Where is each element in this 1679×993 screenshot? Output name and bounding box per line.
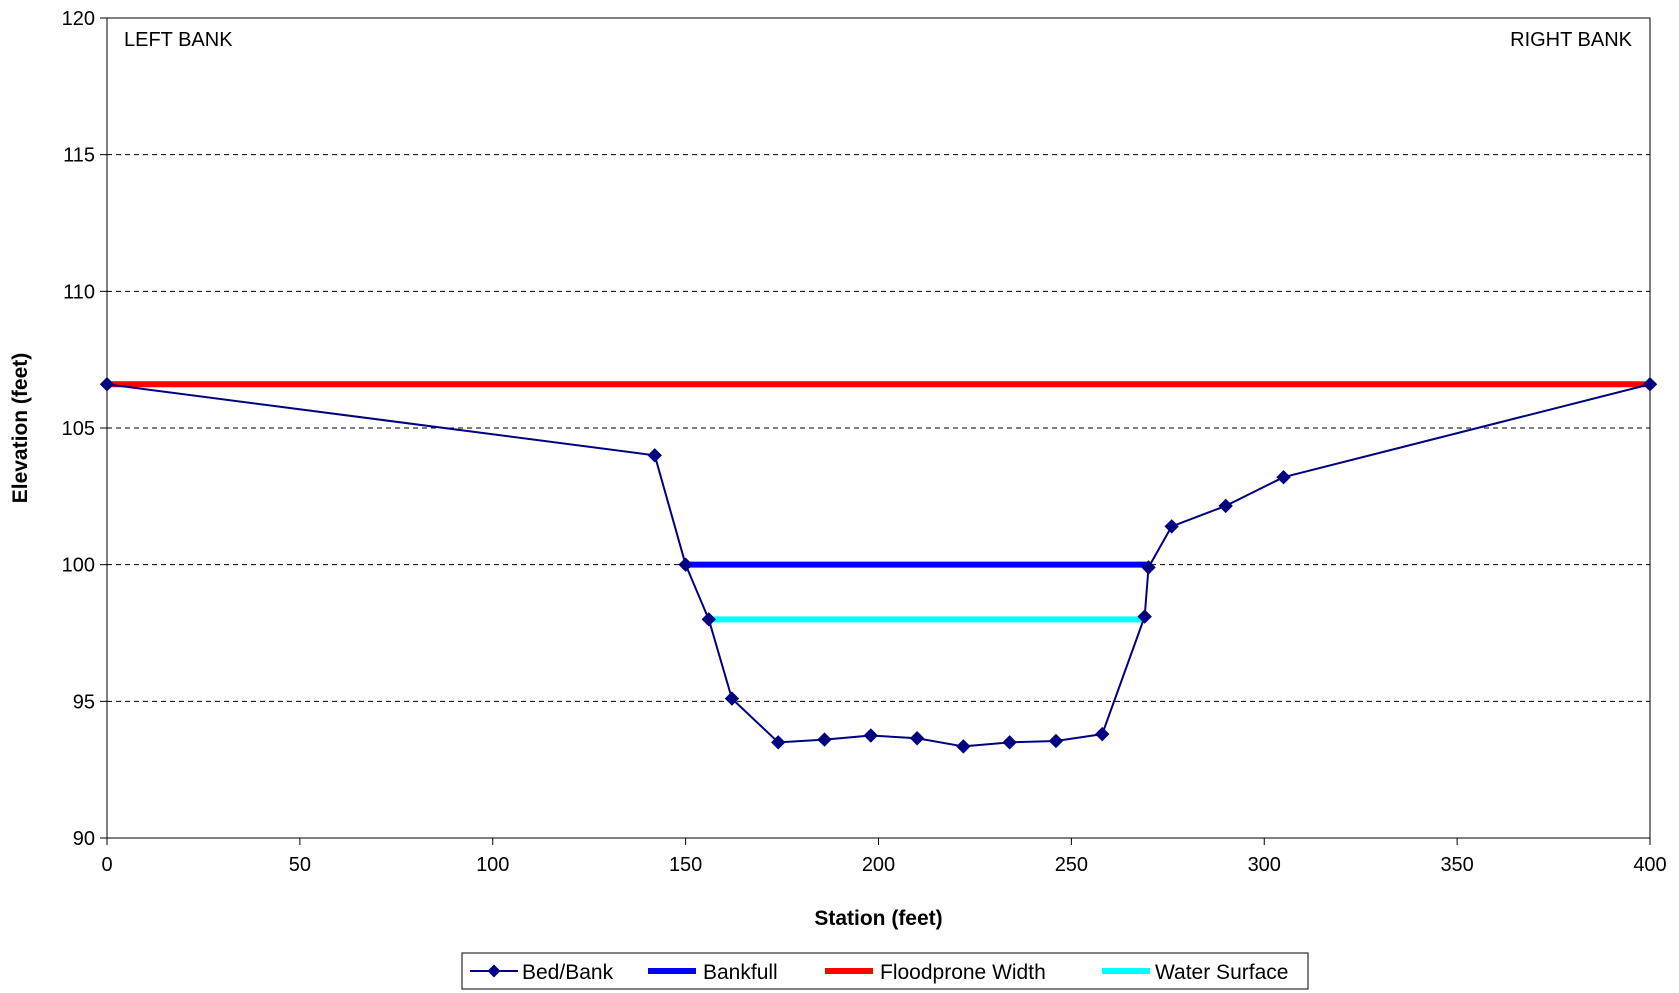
y-axis-title: Elevation (feet) <box>9 353 32 504</box>
legend-box <box>461 952 1309 990</box>
bed-bank-point-8 <box>909 731 925 746</box>
x-tick-label-400: 400 <box>1633 854 1666 876</box>
left-bank-annotation: LEFT BANK <box>124 29 233 51</box>
x-tick-label-0: 0 <box>101 854 112 876</box>
bed-bank-point-17 <box>1276 469 1291 485</box>
legend: Bed/Bank Bankfull Floodprone Width Water Su… <box>461 952 1309 990</box>
y-tick-label-120: 120 <box>62 8 95 30</box>
x-tick-label-50: 50 <box>289 854 311 876</box>
bed-bank-point-0 <box>99 377 115 392</box>
y-tick-label-100: 100 <box>62 555 95 577</box>
bed-bank-point-16 <box>1218 498 1233 514</box>
series-layer <box>106 381 1651 748</box>
bed-bank-point-18 <box>1642 377 1658 392</box>
legend-label-water-surface: Water Surface <box>1155 961 1288 984</box>
bed-bank-point-15 <box>1164 519 1179 534</box>
bed-bank-point-14 <box>1141 560 1156 575</box>
x-axis-title: Station (feet) <box>814 907 942 930</box>
tick-labels: 90 95 100 105 110 115 120 0 50 100 150 200 250 300 350… <box>62 8 1667 876</box>
y-tick-label-115: 115 <box>63 145 95 167</box>
y-tick-label-105: 105 <box>62 418 95 440</box>
bed-bank-point-12 <box>1095 726 1110 742</box>
y-tick-label-110: 110 <box>63 281 95 303</box>
bed-bank-point-4 <box>724 691 740 706</box>
right-bank-annotation: RIGHT BANK <box>1510 29 1633 51</box>
plot-area-border <box>106 17 1651 839</box>
x-tick-label-300: 300 <box>1248 854 1281 876</box>
y-tick-label-95: 95 <box>73 691 95 713</box>
bed-bank-point-2 <box>678 557 693 572</box>
legend-label-bankfull: Bankfull <box>703 961 778 984</box>
bed-bank-point-10 <box>1002 735 1017 750</box>
bed-bank-point-9 <box>956 739 971 754</box>
bed-bank-point-7 <box>863 728 878 743</box>
bed-bank-point-1 <box>647 448 662 463</box>
bed-bank-point-3 <box>701 612 716 627</box>
gridlines <box>107 17 1650 702</box>
bed-bank-point-11 <box>1048 733 1064 749</box>
bed-bank-point-6 <box>817 732 832 747</box>
x-tick-label-200: 200 <box>862 854 895 876</box>
legend-marker-bed-bank <box>487 964 501 978</box>
legend-label-floodprone-width: Floodprone Width <box>880 961 1046 984</box>
axes <box>100 17 1651 845</box>
legend-label-bed-bank: Bed/Bank <box>522 961 614 984</box>
x-tick-label-350: 350 <box>1440 854 1473 876</box>
x-tick-label-100: 100 <box>476 854 509 876</box>
x-tick-label-150: 150 <box>669 854 702 876</box>
bed-bank-point-5 <box>770 735 786 750</box>
markers-layer <box>99 377 1658 754</box>
bed-bank-point-13 <box>1137 609 1152 624</box>
y-tick-label-90: 90 <box>73 828 95 850</box>
x-tick-label-250: 250 <box>1055 854 1088 876</box>
